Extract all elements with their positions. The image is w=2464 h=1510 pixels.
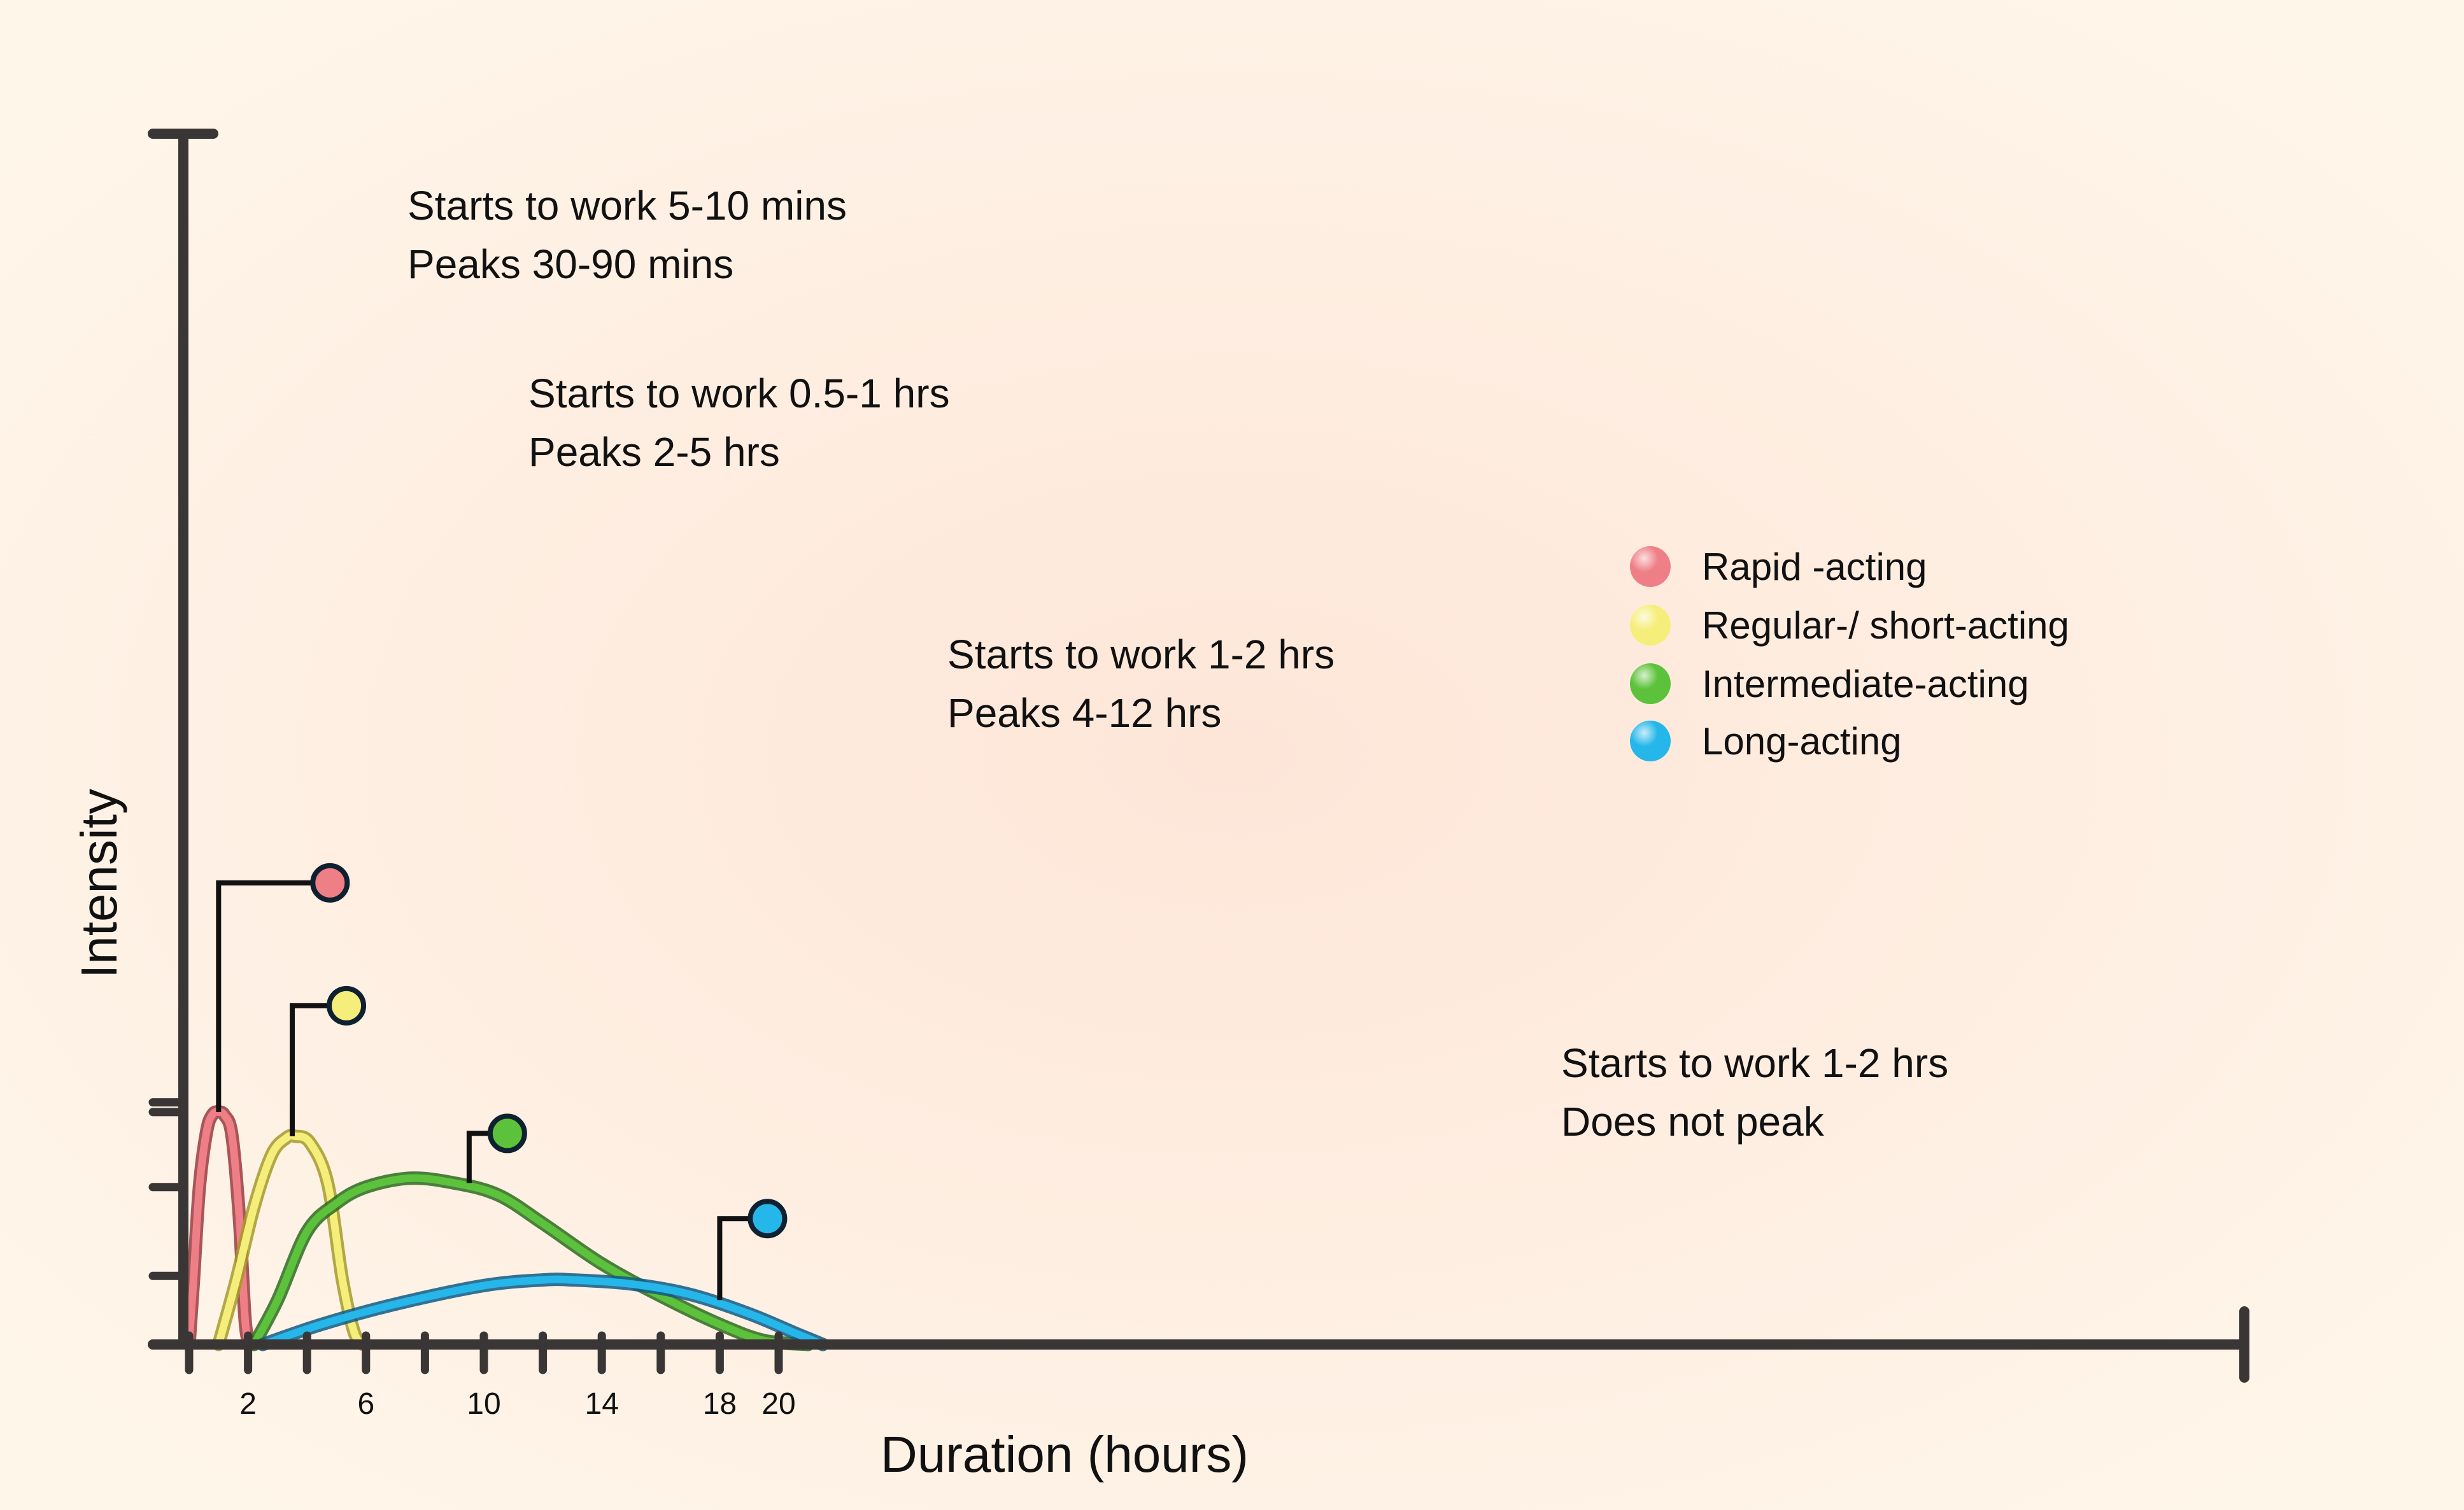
annotations-layer: Starts to work 5-10 mins Peaks 30-90 mins… (216, 183, 1948, 1301)
annotation-onset-regular-short-acting: Starts to work 0.5-1 hrs (528, 370, 950, 416)
annotation-peak-regular-short-acting: Peaks 2-5 hrs (528, 429, 780, 475)
x-tick-label-20: 20 (761, 1387, 795, 1421)
annotation-leader-rapid-acting (216, 880, 330, 1112)
annotation-marker-long-acting (747, 1199, 788, 1239)
legend-item-rapid: Rapid -acting (1630, 546, 1927, 588)
legend-marker-intermediate-shine (1630, 663, 1671, 704)
series-line-long-acting (258, 1275, 827, 1348)
legend-label-rapid: Rapid -acting (1702, 546, 1927, 588)
annotation-marker-regular-short-acting (327, 985, 367, 1026)
legend-marker-long-shine (1630, 721, 1671, 761)
legend-item-intermediate: Intermediate-acting (1630, 663, 2029, 705)
legend-marker-regular-shine (1630, 605, 1671, 646)
x-tick-label-2: 2 (239, 1387, 257, 1421)
annotation-onset-long-acting: Starts to work 1-2 hrs (1561, 1040, 1948, 1086)
x-tick-label-14: 14 (585, 1387, 619, 1421)
x-tick-label-6: 6 (357, 1387, 374, 1421)
series-line-regular-short-acting (215, 1131, 367, 1348)
annotation-marker-intermediate-acting (487, 1113, 527, 1154)
legend-label-regular: Regular-/ short-acting (1702, 604, 2069, 647)
annotation-onset-intermediate-acting: Starts to work 1-2 hrs (947, 632, 1335, 677)
ticks-layer: 2 6 10 14 18 20 (148, 1098, 796, 1421)
legend-label-long: Long-acting (1702, 720, 1902, 763)
series-line-intermediate-acting (250, 1174, 812, 1348)
x-axis-title: Duration (hours) (881, 1426, 1249, 1483)
annotation-peak-intermediate-acting: Peaks 4-12 hrs (947, 690, 1221, 736)
legend-item-regular: Regular-/ short-acting (1630, 604, 2069, 647)
x-tick-label-18: 18 (703, 1387, 737, 1421)
annotation-peak-rapid-acting: Peaks 30-90 mins (407, 241, 733, 287)
legend: Rapid -acting Regular-/ short-acting Int… (1630, 546, 2069, 763)
annotation-peak-long-acting: Does not peak (1561, 1099, 1825, 1145)
legend-item-long: Long-acting (1630, 720, 1902, 763)
annotation-marker-rapid-acting (310, 863, 350, 903)
curves-layer (182, 1105, 830, 1351)
y-axis-title: Intensity (71, 789, 127, 978)
annotation-onset-rapid-acting: Starts to work 5-10 mins (407, 183, 847, 229)
legend-marker-rapid-shine (1630, 546, 1671, 587)
x-tick-label-10: 10 (467, 1387, 500, 1421)
axes (148, 129, 2249, 1383)
legend-label-intermediate: Intermediate-acting (1702, 663, 2029, 705)
